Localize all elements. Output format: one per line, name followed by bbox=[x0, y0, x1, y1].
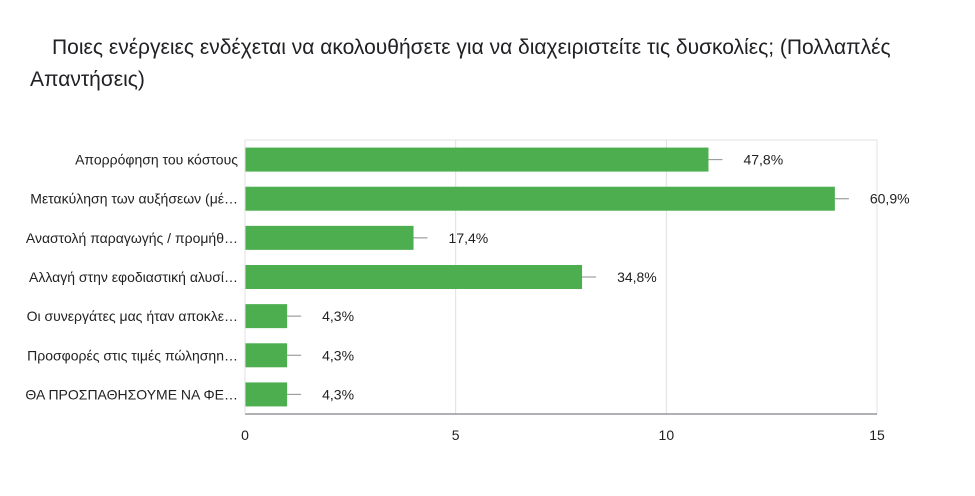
value-label: 47,8% bbox=[743, 152, 783, 168]
value-label: 34,8% bbox=[617, 269, 657, 285]
bar bbox=[245, 186, 835, 211]
value-label: 4,3% bbox=[322, 308, 354, 324]
category-label: Αναστολή παραγωγής / προμήθ… bbox=[26, 230, 238, 246]
bar bbox=[245, 147, 709, 172]
x-tick-label: 0 bbox=[241, 427, 249, 443]
x-tick-label: 5 bbox=[452, 427, 460, 443]
category-label: Αλλαγή στην εφοδιαστική αλυσί… bbox=[29, 269, 238, 285]
value-label: 60,9% bbox=[870, 191, 910, 207]
value-label: 4,3% bbox=[322, 386, 354, 402]
bar bbox=[245, 343, 288, 368]
bar bbox=[245, 265, 583, 289]
category-label: Μετακύληση των αυξήσεων (μέ… bbox=[30, 191, 238, 207]
value-label: 17,4% bbox=[449, 230, 489, 246]
category-label: ΘΑ ΠΡΟΣΠΑΘΗΣΟΥΜΕ ΝΑ ΦΕ… bbox=[25, 386, 238, 402]
chart-title: Ποιες ενέργειες ενδέχεται να ακολουθήσετ… bbox=[30, 36, 891, 91]
category-label: Οι συνεργάτες μας ήταν αποκλε… bbox=[27, 308, 238, 324]
bar bbox=[245, 382, 288, 407]
category-label: Προσφορές στις τιμές πώλησηn… bbox=[27, 347, 238, 363]
x-tick-label: 10 bbox=[659, 427, 675, 443]
bar bbox=[245, 304, 288, 329]
bar bbox=[245, 225, 414, 250]
value-label: 4,3% bbox=[322, 347, 354, 363]
x-tick-label: 15 bbox=[869, 427, 885, 443]
category-label: Απορρόφηση του κόστους bbox=[75, 152, 238, 168]
